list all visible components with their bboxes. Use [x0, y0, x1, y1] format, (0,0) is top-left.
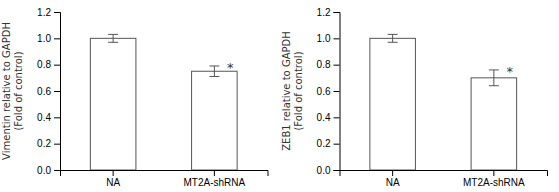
x-tick-label: MT2A-shRNA [463, 177, 525, 188]
y-tick: 1.2 [317, 7, 340, 18]
y-tick: 1.0 [317, 33, 340, 44]
figure: 0.0 0.2 0.4 0.6 0.8 1.0 1.2 NA MT2A-shRNA * Viment… [0, 0, 559, 192]
x-tick-mark [392, 170, 393, 176]
y-tick-label: 0.2 [317, 138, 331, 149]
y-tick-mark [334, 144, 340, 145]
y-tick: 0.2 [317, 138, 340, 149]
bar [192, 71, 238, 170]
error-bar-stem [214, 66, 215, 77]
error-bar-cap [209, 65, 219, 66]
y-tick-label: 0.6 [317, 86, 331, 97]
y-tick-mark [54, 170, 60, 171]
x-axis-line [340, 171, 548, 177]
y-tick-mark [54, 65, 60, 66]
x-tick-label: NA [386, 177, 400, 188]
y-tick: 0.4 [317, 112, 340, 123]
y-axis-title: ZEB1 relative to GAPDH(Fold of control) [281, 31, 304, 151]
x-tick-label: MT2A-shRNA [184, 177, 246, 188]
y-tick-mark [54, 144, 60, 145]
y-tick-label: 0.8 [37, 59, 51, 70]
significance-star: * [227, 60, 234, 75]
panel: 0.0 0.2 0.4 0.6 0.8 1.0 1.2 NA MT2A-shRNA * ZEB1 r… [281, 7, 548, 188]
y-tick-label: 0.4 [37, 112, 51, 123]
y-tick-label: 1.0 [317, 33, 331, 44]
error-bar-cap [489, 69, 499, 70]
error-bar [108, 34, 118, 42]
y-tick-label: 0.4 [317, 112, 331, 123]
error-bar-stem [113, 34, 114, 42]
x-tick-mark [113, 170, 114, 176]
y-tick-label: 1.2 [317, 7, 331, 18]
error-bar-cap [108, 42, 118, 43]
plot-area [90, 34, 237, 170]
plot-area [370, 34, 517, 170]
bar [370, 38, 416, 170]
y-tick-label: 1.0 [37, 33, 51, 44]
y-tick-mark [334, 65, 340, 66]
error-bar-cap [388, 42, 398, 43]
bar [471, 78, 517, 170]
error-bar-stem [493, 70, 494, 86]
y-tick-mark [334, 38, 340, 39]
y-tick-mark [54, 91, 60, 92]
x-tick: MT2A-shRNA [184, 170, 246, 188]
y-tick-label: 0.0 [317, 165, 331, 176]
error-bar-stem [392, 34, 393, 42]
x-axis-line [61, 171, 269, 177]
y-tick: 0.0 [317, 165, 340, 176]
y-tick-label: 0.0 [37, 165, 51, 176]
y-tick-label: 0.6 [37, 86, 51, 97]
y-tick: 0.4 [37, 112, 60, 123]
error-bar [489, 70, 499, 86]
y-tick: 0.2 [37, 138, 60, 149]
error-bar [388, 34, 398, 42]
y-tick: 0.8 [37, 59, 60, 70]
y-tick: 1.2 [37, 7, 60, 18]
error-bar [209, 66, 219, 77]
y-tick-label: 1.2 [37, 7, 51, 18]
y-tick-mark [54, 117, 60, 118]
error-bar-cap [108, 34, 118, 35]
y-axis: 0.0 0.2 0.4 0.6 0.8 1.0 1.2 [317, 7, 340, 176]
y-tick-mark [334, 170, 340, 171]
error-bar-cap [489, 85, 499, 86]
significance-star: * [507, 64, 514, 79]
y-tick: 0.6 [317, 86, 340, 97]
x-axis: NA MT2A-shRNA [340, 170, 548, 188]
y-tick: 1.0 [37, 33, 60, 44]
y-axis-line [54, 13, 61, 171]
y-tick-label: 0.8 [317, 59, 331, 70]
y-tick: 0.6 [37, 86, 60, 97]
y-tick-mark [54, 12, 60, 13]
x-tick-mark [214, 170, 215, 176]
y-axis: 0.0 0.2 0.4 0.6 0.8 1.0 1.2 [37, 7, 60, 176]
x-tick: NA [106, 170, 120, 188]
error-bar-cap [388, 34, 398, 35]
y-tick-label: 0.2 [37, 138, 51, 149]
y-tick: 0.0 [37, 165, 60, 176]
panel: 0.0 0.2 0.4 0.6 0.8 1.0 1.2 NA MT2A-shRNA * Viment… [1, 7, 268, 188]
y-tick-mark [334, 12, 340, 13]
x-tick-label: NA [106, 177, 120, 188]
y-tick-mark [54, 38, 60, 39]
x-tick-mark [493, 170, 494, 176]
y-axis-title: Vimentin relative to GAPDH(Fold of contr… [1, 22, 24, 160]
x-tick: NA [386, 170, 400, 188]
x-axis: NA MT2A-shRNA [61, 170, 269, 188]
y-tick-mark [334, 117, 340, 118]
x-tick: MT2A-shRNA [463, 170, 525, 188]
y-tick: 0.8 [317, 59, 340, 70]
y-axis-line [334, 13, 341, 171]
bar [90, 38, 136, 170]
error-bar-cap [209, 76, 219, 77]
y-tick-mark [334, 91, 340, 92]
